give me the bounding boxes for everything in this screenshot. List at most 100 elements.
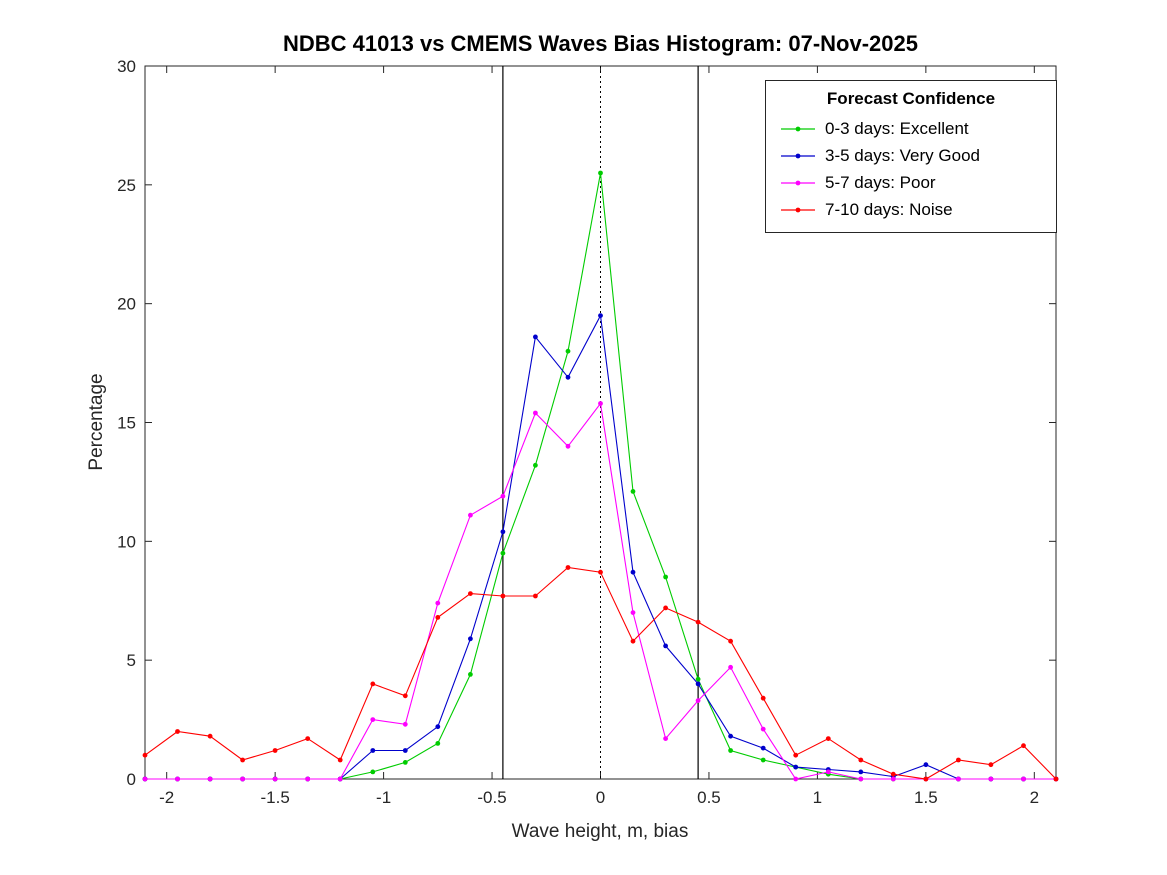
data-marker bbox=[793, 752, 799, 758]
x-axis-label: Wave height, m, bias bbox=[511, 821, 689, 842]
data-marker bbox=[207, 776, 213, 782]
data-marker bbox=[1021, 743, 1026, 749]
data-marker bbox=[468, 636, 473, 642]
legend-entry-1: 3-5 days: Very Good bbox=[766, 142, 1056, 169]
data-marker bbox=[695, 676, 701, 682]
data-marker bbox=[760, 745, 766, 751]
data-marker bbox=[402, 721, 408, 727]
data-marker bbox=[305, 736, 311, 741]
data-marker bbox=[370, 748, 376, 753]
data-marker bbox=[468, 672, 473, 677]
data-marker bbox=[890, 771, 896, 777]
data-marker bbox=[858, 769, 864, 775]
data-marker bbox=[923, 762, 929, 768]
legend-entry-label: 3-5 days: Very Good bbox=[825, 145, 980, 165]
data-marker bbox=[500, 529, 506, 535]
data-marker bbox=[500, 550, 506, 556]
data-marker bbox=[402, 748, 408, 753]
data-marker bbox=[858, 776, 864, 782]
data-marker bbox=[207, 733, 213, 739]
y-tick-label: 30 bbox=[117, 57, 136, 76]
data-marker bbox=[598, 170, 603, 176]
data-marker bbox=[240, 776, 246, 782]
data-marker bbox=[1021, 776, 1026, 782]
data-marker bbox=[272, 776, 278, 782]
data-marker bbox=[175, 729, 180, 734]
data-marker bbox=[305, 776, 311, 782]
x-tick-label: 0 bbox=[596, 788, 605, 807]
data-marker bbox=[923, 776, 929, 782]
data-marker bbox=[956, 757, 961, 763]
data-marker bbox=[793, 764, 799, 770]
legend-entries: 0-3 days: Excellent 3-5 days: Very Good 5-… bbox=[766, 115, 1056, 223]
data-marker bbox=[468, 591, 473, 596]
data-marker bbox=[793, 776, 799, 782]
data-marker bbox=[663, 643, 668, 649]
data-marker bbox=[370, 769, 376, 775]
data-marker bbox=[663, 736, 668, 741]
data-marker bbox=[435, 600, 441, 606]
data-marker bbox=[825, 736, 831, 741]
data-marker bbox=[370, 681, 376, 687]
data-marker bbox=[435, 724, 441, 730]
data-marker bbox=[858, 757, 864, 763]
data-marker bbox=[272, 748, 278, 753]
data-marker bbox=[825, 769, 831, 775]
data-marker bbox=[565, 443, 571, 449]
x-tick-label: 1 bbox=[813, 788, 822, 807]
legend-entry-3: 7-10 days: Noise bbox=[766, 196, 1056, 223]
data-marker bbox=[533, 334, 538, 340]
data-marker bbox=[988, 776, 994, 782]
data-marker bbox=[142, 752, 148, 758]
x-tick-label: -1.5 bbox=[260, 788, 289, 807]
data-marker bbox=[728, 748, 733, 753]
y-tick-label: 5 bbox=[127, 651, 136, 670]
data-marker bbox=[533, 410, 538, 416]
legend-entry-label: 7-10 days: Noise bbox=[825, 199, 953, 219]
data-marker bbox=[760, 757, 766, 763]
data-marker bbox=[760, 726, 766, 732]
legend-line-sample bbox=[781, 207, 815, 212]
legend-line-sample bbox=[781, 126, 815, 131]
y-tick-label: 0 bbox=[127, 770, 136, 789]
data-marker bbox=[695, 619, 701, 625]
legend-entry-0: 0-3 days: Excellent bbox=[766, 115, 1056, 142]
x-tick-label: -1 bbox=[376, 788, 391, 807]
legend-entry-label: 5-7 days: Poor bbox=[825, 172, 936, 192]
data-marker bbox=[337, 757, 343, 763]
data-marker bbox=[337, 776, 343, 782]
data-marker bbox=[370, 717, 376, 722]
legend-title: Forecast Confidence bbox=[826, 89, 996, 108]
data-marker bbox=[1053, 776, 1059, 782]
y-tick-label: 10 bbox=[117, 532, 136, 551]
y-tick-label: 15 bbox=[117, 414, 136, 433]
data-marker bbox=[598, 401, 603, 406]
data-marker bbox=[533, 593, 538, 599]
data-marker bbox=[728, 638, 733, 644]
data-marker bbox=[890, 776, 896, 782]
legend-entry-label: 0-3 days: Excellent bbox=[825, 118, 969, 138]
y-tick-label: 20 bbox=[117, 295, 136, 314]
data-marker bbox=[565, 348, 571, 354]
data-marker bbox=[630, 638, 636, 644]
data-marker bbox=[663, 605, 668, 611]
data-marker bbox=[435, 741, 441, 746]
data-marker bbox=[956, 776, 961, 782]
data-marker bbox=[598, 569, 603, 575]
data-marker bbox=[565, 565, 571, 570]
legend-line-sample bbox=[781, 180, 815, 185]
x-tick-label: 2 bbox=[1030, 788, 1039, 807]
data-marker bbox=[533, 462, 538, 468]
chart-title: NDBC 41013 vs CMEMS Waves Bias Histogram… bbox=[283, 31, 918, 56]
data-marker bbox=[695, 681, 701, 687]
x-tick-label: 1.5 bbox=[914, 788, 938, 807]
legend-line-sample bbox=[781, 153, 815, 158]
series-2 bbox=[142, 401, 1059, 782]
x-tick-label: -0.5 bbox=[477, 788, 506, 807]
data-marker bbox=[402, 693, 408, 699]
data-marker bbox=[663, 574, 668, 580]
data-marker bbox=[500, 593, 506, 599]
data-marker bbox=[565, 374, 571, 380]
data-marker bbox=[468, 512, 473, 518]
